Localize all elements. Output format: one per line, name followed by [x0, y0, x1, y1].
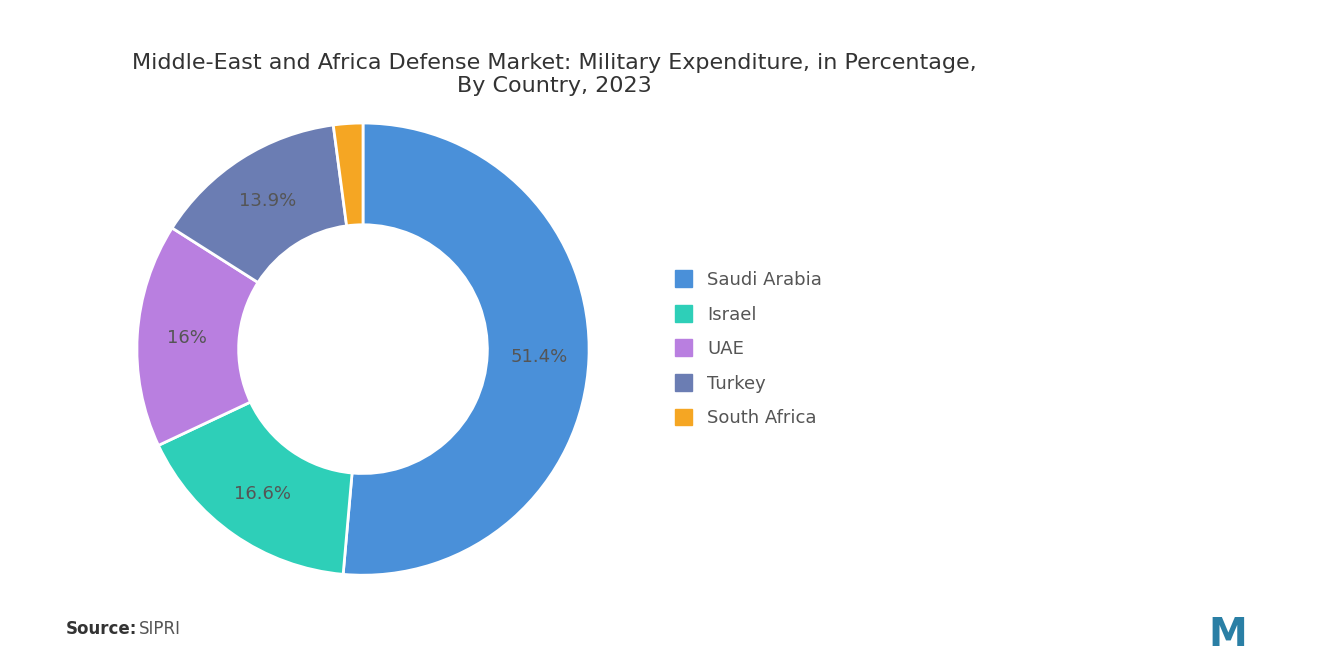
Text: 13.9%: 13.9% — [239, 192, 297, 209]
Legend: Saudi Arabia, Israel, UAE, Turkey, South Africa: Saudi Arabia, Israel, UAE, Turkey, South… — [667, 262, 832, 436]
Text: Middle-East and Africa Defense Market: Military Expenditure, in Percentage,
By C: Middle-East and Africa Defense Market: M… — [132, 53, 977, 96]
Text: SIPRI: SIPRI — [139, 620, 181, 638]
Wedge shape — [172, 125, 347, 283]
Text: M: M — [1208, 616, 1247, 654]
Text: 16.6%: 16.6% — [234, 485, 290, 503]
Wedge shape — [158, 402, 352, 575]
Text: 16%: 16% — [168, 329, 207, 347]
Wedge shape — [333, 123, 363, 226]
Wedge shape — [137, 228, 257, 446]
Text: Source:: Source: — [66, 620, 137, 638]
Wedge shape — [343, 123, 589, 575]
Text: 51.4%: 51.4% — [511, 348, 568, 366]
